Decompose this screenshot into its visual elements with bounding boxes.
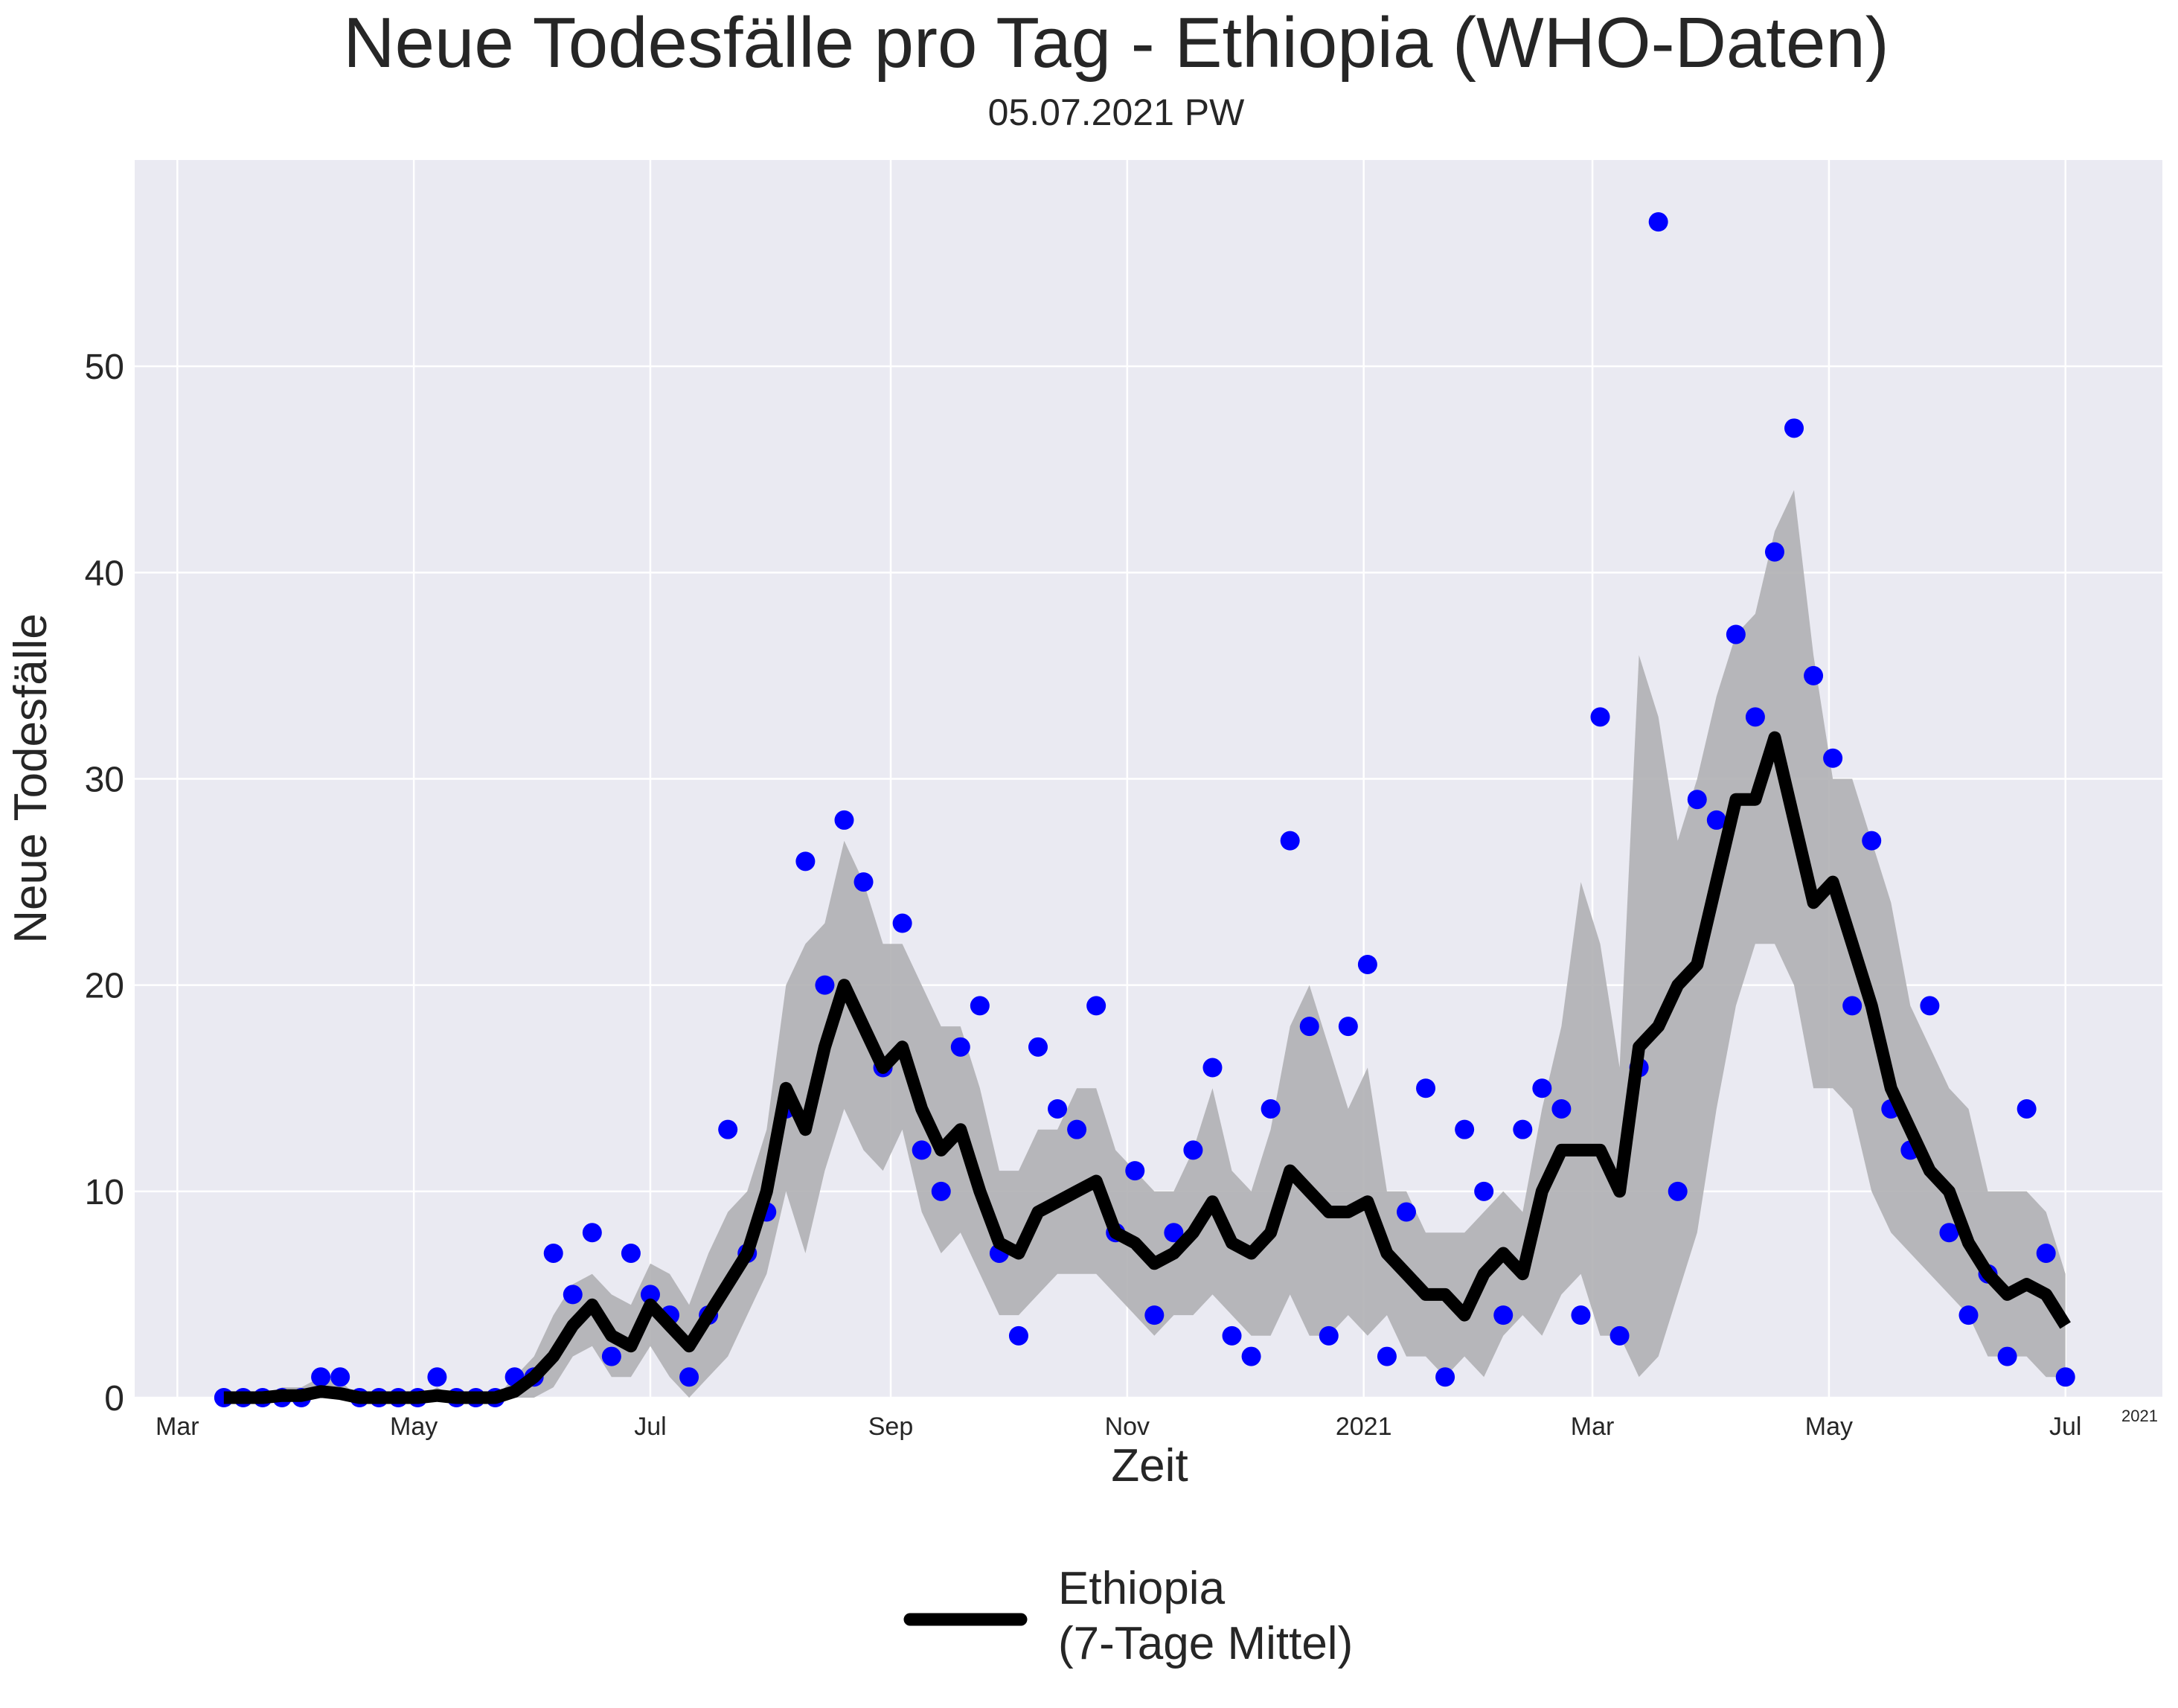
data-point bbox=[815, 975, 835, 995]
legend-label-line: (7-Tage Mittel) bbox=[1058, 1618, 1353, 1669]
data-point bbox=[1958, 1305, 1979, 1325]
data-point bbox=[1551, 1098, 1572, 1119]
y-tick-label: 20 bbox=[85, 967, 124, 1006]
chart-subtitle: 05.07.2021 PW bbox=[988, 92, 1245, 133]
data-point bbox=[1183, 1140, 1203, 1160]
mean-line bbox=[223, 731, 2071, 1404]
data-point bbox=[2055, 1367, 2075, 1387]
data-point bbox=[679, 1367, 699, 1387]
data-point bbox=[1202, 1058, 1223, 1078]
data-point bbox=[1823, 748, 1843, 768]
data-point bbox=[1648, 212, 1668, 232]
x-tick-label: Mar bbox=[156, 1413, 199, 1441]
data-point bbox=[1067, 1119, 1087, 1139]
data-point bbox=[1261, 1098, 1281, 1119]
data-point bbox=[1164, 1223, 1184, 1243]
data-point bbox=[1125, 1161, 1145, 1181]
data-point bbox=[1784, 418, 1804, 438]
data-point bbox=[1396, 1202, 1416, 1222]
data-point bbox=[582, 1223, 602, 1243]
y-tick-label: 0 bbox=[104, 1379, 124, 1418]
data-point bbox=[1997, 1346, 2017, 1366]
data-point bbox=[1493, 1305, 1514, 1325]
data-point bbox=[931, 1181, 951, 1201]
x-tick-label: May bbox=[1805, 1413, 1853, 1441]
x-tick-label: Jul bbox=[634, 1413, 666, 1441]
x-offset-label: 2021 bbox=[2121, 1407, 2158, 1425]
data-point bbox=[1455, 1119, 1475, 1139]
y-tick-label: 30 bbox=[85, 761, 124, 800]
chart-title: Neue Todesfälle pro Tag - Ethiopia (WHO-… bbox=[343, 3, 1889, 83]
data-point bbox=[640, 1285, 660, 1305]
data-point bbox=[1280, 831, 1300, 851]
data-point bbox=[1299, 1017, 1319, 1037]
data-point bbox=[1862, 831, 1882, 851]
data-point bbox=[1668, 1181, 1688, 1201]
data-point bbox=[1842, 996, 1862, 1016]
data-point bbox=[1745, 707, 1765, 727]
x-axis-label: Zeit bbox=[1111, 1440, 1188, 1491]
data-point bbox=[330, 1367, 350, 1387]
data-point bbox=[970, 996, 990, 1016]
data-point bbox=[1435, 1367, 1455, 1387]
data-point bbox=[912, 1140, 932, 1160]
data-point bbox=[1687, 790, 1707, 810]
data-point bbox=[1357, 954, 1377, 974]
data-point bbox=[892, 913, 912, 933]
data-point bbox=[1920, 996, 1940, 1016]
data-point bbox=[1222, 1325, 1242, 1346]
data-point bbox=[563, 1285, 583, 1305]
data-point bbox=[2036, 1243, 2056, 1263]
data-point bbox=[1028, 1037, 1048, 1057]
data-point bbox=[1241, 1346, 1261, 1366]
x-tick-label: Nov bbox=[1105, 1413, 1150, 1441]
x-tick-label: Mar bbox=[1571, 1413, 1615, 1441]
data-point bbox=[1804, 665, 1824, 685]
y-tick-label: 40 bbox=[85, 554, 124, 593]
data-point bbox=[1474, 1181, 1494, 1201]
data-point bbox=[1764, 542, 1784, 562]
data-point bbox=[1144, 1305, 1165, 1325]
data-point bbox=[601, 1346, 621, 1366]
legend-label-line: Ethiopia bbox=[1058, 1563, 1226, 1614]
data-point bbox=[1377, 1346, 1397, 1366]
data-point bbox=[1416, 1078, 1436, 1098]
y-tick-label: 50 bbox=[85, 348, 124, 387]
data-point bbox=[1706, 810, 1726, 830]
y-tick-label: 10 bbox=[85, 1173, 124, 1212]
data-point bbox=[1513, 1119, 1533, 1139]
legend-label: Ethiopia (7-Tage Mittel) bbox=[1058, 1563, 1353, 1669]
data-point bbox=[1726, 624, 1746, 645]
data-point bbox=[1048, 1098, 1068, 1119]
y-axis-label: Neue Todesfälle bbox=[5, 613, 57, 944]
x-tick-label: Jul bbox=[2049, 1413, 2081, 1441]
data-point bbox=[1338, 1017, 1358, 1037]
data-point bbox=[718, 1119, 738, 1139]
data-point bbox=[1939, 1223, 1959, 1243]
data-point bbox=[311, 1367, 331, 1387]
data-point bbox=[427, 1367, 447, 1387]
data-point bbox=[795, 851, 816, 871]
data-point bbox=[853, 872, 874, 892]
x-tick-label: 2021 bbox=[1336, 1413, 1392, 1441]
data-point bbox=[1571, 1305, 1591, 1325]
data-point bbox=[621, 1243, 641, 1263]
data-point bbox=[1008, 1325, 1028, 1346]
data-point bbox=[1590, 707, 1610, 727]
data-point bbox=[1532, 1078, 1552, 1098]
x-tick-label: May bbox=[390, 1413, 438, 1441]
data-point bbox=[1610, 1325, 1630, 1346]
data-point bbox=[1086, 996, 1106, 1016]
data-point bbox=[1319, 1325, 1339, 1346]
data-point bbox=[834, 810, 854, 830]
x-tick-label: Sep bbox=[868, 1413, 914, 1441]
data-point bbox=[2017, 1098, 2037, 1119]
data-point bbox=[543, 1243, 563, 1263]
data-point bbox=[950, 1037, 970, 1057]
